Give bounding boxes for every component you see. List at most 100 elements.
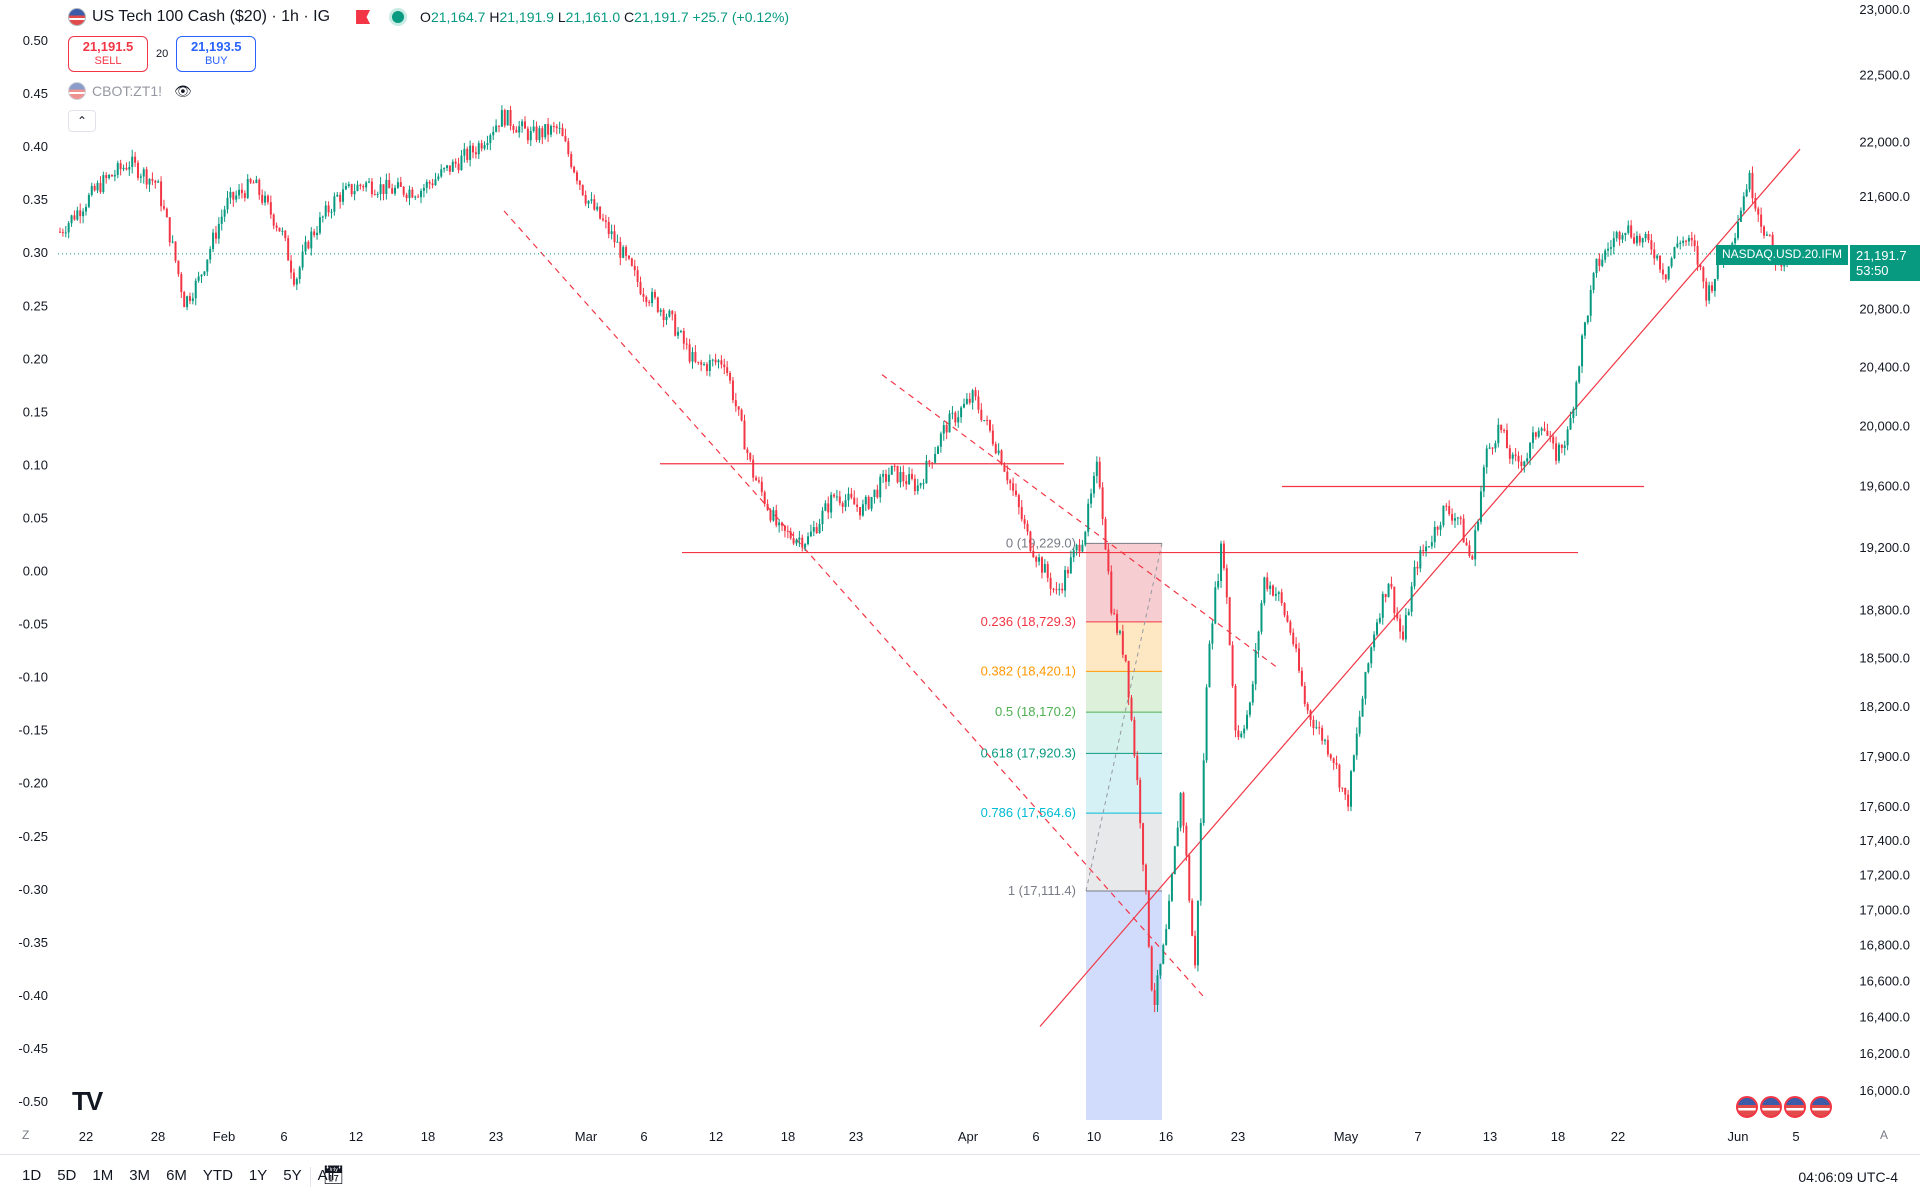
candle-body xyxy=(296,279,298,285)
candle-body xyxy=(333,196,335,211)
candle-body xyxy=(1702,267,1704,281)
buy-button[interactable]: 21,193.5 BUY xyxy=(176,36,256,72)
candle-body xyxy=(203,272,205,275)
candle-body xyxy=(507,110,509,125)
clock-timezone[interactable]: 04:06:09 UTC-4 xyxy=(1798,1169,1898,1185)
candle-body xyxy=(1232,645,1234,686)
auto-scale-left-button[interactable]: Z xyxy=(22,1128,29,1142)
candle-body xyxy=(356,185,358,191)
candle-body xyxy=(1159,964,1161,976)
candle-body xyxy=(1642,238,1644,242)
candle-body xyxy=(1636,236,1638,243)
calendar-range-icon[interactable]: 📅︎ xyxy=(322,1165,345,1186)
candle-body xyxy=(472,146,474,153)
candle-body xyxy=(1367,663,1369,672)
time-axis-tick-label: 5 xyxy=(1792,1129,1799,1144)
us-event-flag-icon[interactable] xyxy=(1784,1096,1806,1118)
candle-body xyxy=(1624,233,1626,235)
candle-body xyxy=(536,127,538,140)
candle-body xyxy=(1197,901,1199,966)
range-button-1d[interactable]: 1D xyxy=(14,1167,49,1184)
right-axis-tick-label: 17,400.0 xyxy=(1859,833,1910,848)
chevron-up-icon[interactable]: ⌃ xyxy=(68,110,96,132)
time-axis-tick-label: 22 xyxy=(1611,1129,1625,1144)
descending-channel-line-upper[interactable] xyxy=(882,375,1276,667)
left-axis-tick-label: 0.40 xyxy=(23,139,48,154)
us-event-flag-icon[interactable] xyxy=(1810,1096,1832,1118)
candle-body xyxy=(813,527,815,532)
candle-body xyxy=(169,217,171,242)
candle-body xyxy=(599,207,601,219)
candle-body xyxy=(1327,740,1329,754)
candle-body xyxy=(1512,455,1514,459)
candle-body xyxy=(1058,589,1060,590)
range-button-3m[interactable]: 3M xyxy=(121,1167,158,1184)
candle-body xyxy=(836,496,838,497)
tradingview-logo[interactable]: TV xyxy=(72,1086,101,1117)
event-flags[interactable] xyxy=(1736,1096,1806,1118)
left-axis-tick-label: -0.35 xyxy=(18,935,48,950)
range-button-1y[interactable]: 1Y xyxy=(241,1167,275,1184)
candle-body xyxy=(833,495,835,497)
candle-body xyxy=(1105,519,1107,550)
auto-scale-right-button[interactable]: A xyxy=(1880,1128,1888,1142)
us-flag-icon xyxy=(68,8,86,26)
candle-body xyxy=(755,478,757,481)
candle-body xyxy=(267,196,269,202)
candle-body xyxy=(432,183,434,185)
market-status-icon[interactable] xyxy=(392,11,404,23)
symbol-title[interactable]: US Tech 100 Cash ($20) · 1h · IG xyxy=(92,8,330,26)
candle-body xyxy=(954,413,956,423)
candle-body xyxy=(1428,546,1430,547)
range-button-5d[interactable]: 5D xyxy=(49,1167,84,1184)
candle-body xyxy=(602,219,604,221)
compare-legend[interactable]: CBOT:ZT1! 👁︎ xyxy=(68,82,192,100)
price-chart[interactable]: 23,000.022,500.022,000.021,600.021,200.0… xyxy=(0,0,1920,1150)
candle-body xyxy=(154,181,156,183)
candle-body xyxy=(1578,366,1580,382)
candle-body xyxy=(1769,234,1771,235)
candle-body xyxy=(735,400,737,406)
candle-body xyxy=(614,231,616,242)
candle-body xyxy=(76,210,78,219)
right-axis-tick-label: 20,400.0 xyxy=(1859,359,1910,374)
candle-body xyxy=(1708,285,1710,300)
candle-body xyxy=(781,523,783,526)
range-button-5y[interactable]: 5Y xyxy=(275,1167,309,1184)
candle-body xyxy=(429,182,431,184)
candle-body xyxy=(807,536,809,544)
eye-hidden-icon[interactable]: 👁︎ xyxy=(174,83,192,100)
candle-body xyxy=(928,461,930,463)
candle-body xyxy=(466,149,468,160)
us-event-flag-icon[interactable] xyxy=(1736,1096,1758,1118)
candle-body xyxy=(908,474,910,484)
candle-body xyxy=(1362,699,1364,717)
candle-body xyxy=(784,526,786,531)
candle-body xyxy=(1544,429,1546,431)
range-button-1m[interactable]: 1M xyxy=(84,1167,121,1184)
candle-body xyxy=(1604,250,1606,259)
candle-body xyxy=(1171,874,1173,901)
candle-body xyxy=(1414,567,1416,586)
flag-marker-icon[interactable] xyxy=(356,10,370,24)
candle-body xyxy=(871,497,873,509)
candle-body xyxy=(114,175,116,176)
candle-body xyxy=(270,202,272,214)
candle-body xyxy=(868,497,870,509)
candle-body xyxy=(596,207,598,210)
us-event-flag-icon[interactable] xyxy=(1760,1096,1782,1118)
event-flag[interactable] xyxy=(1810,1096,1832,1123)
candle-body xyxy=(1356,734,1358,756)
candle-body xyxy=(1015,491,1017,495)
candle-body xyxy=(417,197,419,198)
fib-level-label: 1 (17,111.4) xyxy=(1008,883,1076,898)
candle-body xyxy=(143,169,145,176)
sell-button[interactable]: 21,191.5 SELL xyxy=(68,36,148,72)
candle-body xyxy=(876,490,878,498)
candle-body xyxy=(377,194,379,195)
range-button-ytd[interactable]: YTD xyxy=(195,1167,241,1184)
last-price-tag: 21,191.7 53:50 xyxy=(1850,245,1920,281)
candle-body xyxy=(801,538,803,548)
range-button-6m[interactable]: 6M xyxy=(158,1167,195,1184)
candle-body xyxy=(980,410,982,420)
